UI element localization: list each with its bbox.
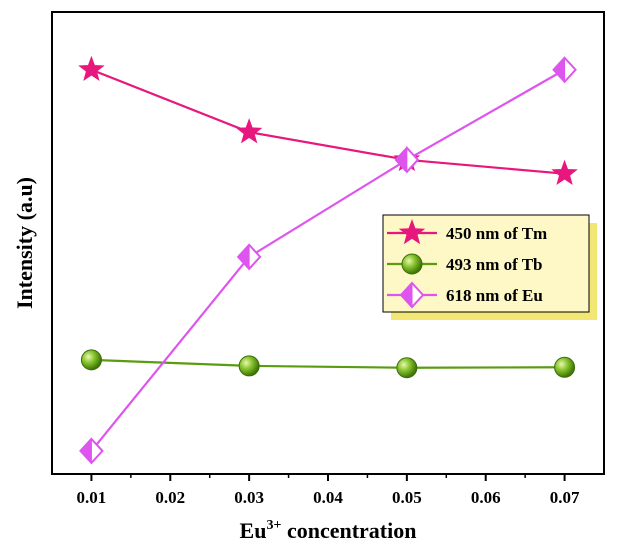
series-sphere: [80, 349, 576, 379]
star-marker-shape: [235, 118, 263, 144]
series-half-diamond: [79, 56, 577, 465]
data-point: [551, 159, 578, 185]
sphere-marker-shape: [396, 357, 418, 379]
axis-titles: Eu3+ concentration Intensity (a.u): [12, 177, 416, 542]
legend-label: 450 nm of Tm: [446, 224, 547, 243]
data-point: [78, 55, 105, 82]
data-point: [80, 349, 102, 371]
sphere-marker-shape: [401, 253, 423, 275]
legend-item: 618 nm of Eu: [387, 281, 543, 309]
x-axis-title-sup: 3+: [266, 518, 281, 533]
x-tick-label: 0.04: [313, 488, 343, 507]
x-tick-label: 0.01: [77, 488, 107, 507]
sphere-marker-shape: [554, 356, 576, 378]
axis-layer: 0.01 0.02 0.03 0.04 0.05 0.06 0.07: [77, 474, 580, 507]
star-marker-shape: [398, 219, 426, 245]
x-tick-label: 0.03: [234, 488, 264, 507]
diamond-marker-fill: [552, 56, 566, 84]
diamond-marker-fill: [395, 146, 408, 174]
legend-item: 450 nm of Tm: [387, 219, 547, 245]
sphere-marker-shape: [238, 355, 260, 377]
data-point: [236, 243, 262, 271]
data-point: [552, 56, 577, 84]
data-point: [235, 118, 263, 144]
y-axis-title: Intensity (a.u): [12, 177, 37, 309]
x-tick-label: 0.05: [392, 488, 422, 507]
diamond-marker-fill: [79, 437, 92, 465]
star-marker-shape: [551, 159, 578, 185]
x-axis-title-rest: concentration: [281, 518, 416, 542]
diamond-marker-fill: [400, 281, 413, 309]
series-star: [78, 55, 578, 185]
x-axis-title: Eu3+ concentration: [240, 518, 417, 542]
x-tick-label: 0.02: [155, 488, 185, 507]
star-marker-shape: [78, 55, 105, 82]
series-line: [91, 358, 565, 369]
data-point: [396, 357, 418, 379]
legend: 450 nm of Tm 493 nm of Tb 618 nm of Eu: [382, 214, 597, 320]
series-line: [90, 68, 566, 452]
series-line: [91, 68, 565, 175]
data-point: [79, 437, 104, 465]
legend-label: 493 nm of Tb: [446, 255, 543, 274]
series-layer: [78, 55, 578, 465]
data-point: [394, 146, 420, 174]
data-point: [554, 356, 576, 378]
legend-marker: [398, 219, 426, 245]
legend-item: 493 nm of Tb: [387, 253, 543, 275]
legend-label: 618 nm of Eu: [446, 286, 543, 305]
x-tick-label: 0.07: [550, 488, 580, 507]
diamond-marker-fill: [237, 243, 250, 271]
sphere-marker-shape: [80, 349, 102, 371]
x-tick-label: 0.06: [471, 488, 501, 507]
legend-marker: [401, 253, 423, 275]
legend-marker: [399, 281, 425, 309]
data-point: [238, 355, 260, 377]
x-axis-title-base: Eu: [240, 518, 267, 542]
